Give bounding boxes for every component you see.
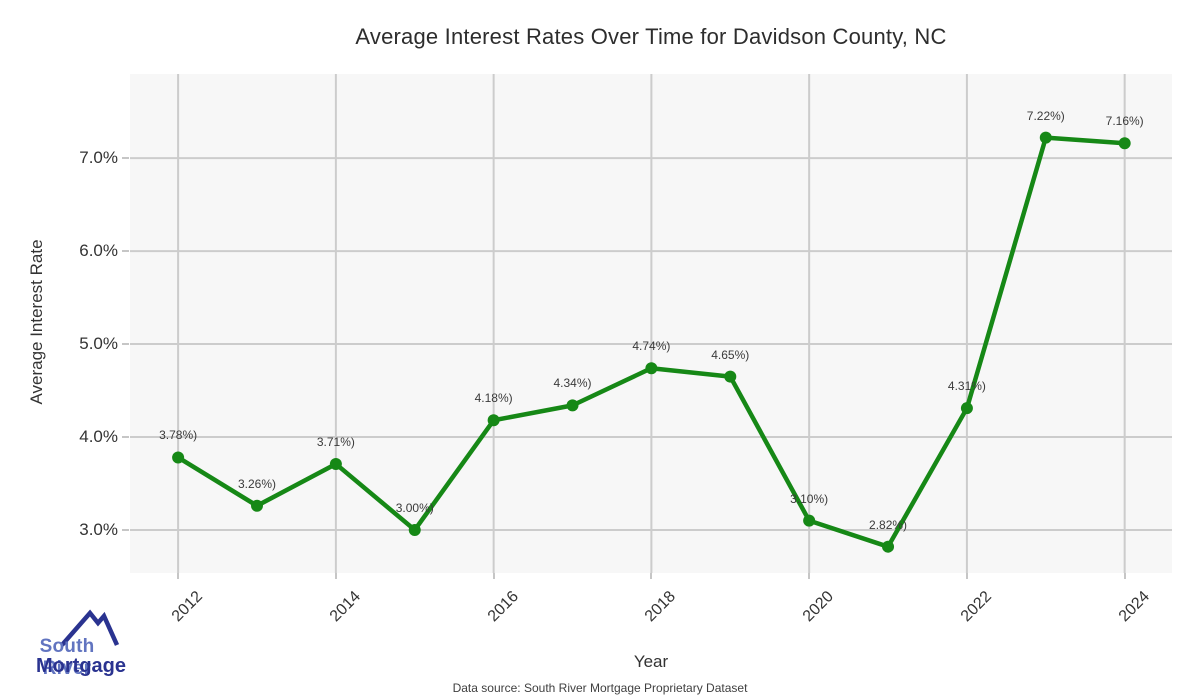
data-point	[960, 402, 973, 415]
x-tick-label: 2016	[484, 588, 522, 626]
point-value-label: 3.71%)	[316, 434, 355, 449]
x-tick-mark	[1123, 573, 1126, 579]
x-tick-label: 2020	[799, 588, 838, 626]
line-chart	[130, 74, 1172, 573]
data-point	[882, 540, 895, 553]
point-value-label: 4.18%)	[474, 391, 513, 406]
point-value-label: 4.74%)	[632, 339, 671, 354]
x-tick-mark	[808, 573, 811, 579]
x-tick-label: 2012	[168, 588, 207, 626]
data-point	[487, 414, 500, 427]
south-river-mortgage-logo: South River Mortgage	[15, 600, 135, 690]
point-value-label: 7.22%)	[1026, 108, 1065, 123]
y-tick-label: 4.0%	[79, 427, 118, 446]
x-tick-mark	[965, 573, 968, 579]
house-roof-icon	[60, 609, 120, 647]
data-point	[250, 499, 263, 512]
data-point	[1039, 131, 1052, 144]
point-value-label: 7.16%)	[1105, 114, 1144, 129]
x-tick-mark	[334, 573, 337, 579]
data-point	[408, 523, 421, 536]
point-value-label: 2.82%)	[869, 517, 908, 532]
logo-text-south-river: South River	[39, 636, 95, 679]
y-tick-mark	[122, 343, 129, 346]
point-value-label: 3.00%)	[395, 500, 434, 515]
point-value-label: 3.26%)	[237, 476, 276, 491]
point-value-label: 4.65%)	[711, 347, 750, 362]
data-point	[1118, 137, 1131, 150]
x-tick-label: 2024	[1115, 588, 1153, 626]
y-tick-label: 5.0%	[79, 334, 118, 354]
y-tick-label: 7.0%	[79, 148, 118, 168]
data-source-note: Data source: South River Mortgage Propri…	[452, 681, 748, 695]
x-tick-label: 2014	[326, 588, 364, 626]
point-value-label: 4.34%)	[553, 376, 592, 391]
x-tick-label: 2018	[642, 588, 680, 626]
data-point	[803, 514, 816, 527]
data-point	[172, 451, 185, 464]
plot-area	[130, 74, 1172, 573]
y-tick-label: 6.0%	[79, 241, 118, 261]
y-axis-title: Average Interest Rate	[27, 239, 46, 405]
y-tick-mark	[122, 157, 129, 160]
x-tick-label: 2022	[957, 588, 995, 626]
y-tick-mark	[122, 436, 129, 438]
chart-title: Average Interest Rates Over Time for Dav…	[355, 24, 947, 49]
data-point	[329, 457, 342, 470]
x-tick-mark	[177, 573, 180, 579]
x-tick-mark	[650, 573, 653, 579]
data-point	[645, 362, 658, 375]
y-tick-mark	[122, 528, 129, 531]
data-point	[566, 399, 579, 412]
point-value-label: 3.78%)	[159, 428, 198, 443]
logo-text-mortgage: Mortgage	[36, 655, 126, 677]
x-tick-mark	[492, 573, 495, 579]
data-point	[724, 370, 737, 383]
y-tick-mark	[122, 250, 129, 253]
point-value-label: 3.10%)	[790, 491, 829, 506]
x-axis-title: Year	[633, 652, 669, 671]
point-value-label: 4.31%)	[947, 379, 986, 394]
y-tick-label: 3.0%	[79, 519, 118, 539]
